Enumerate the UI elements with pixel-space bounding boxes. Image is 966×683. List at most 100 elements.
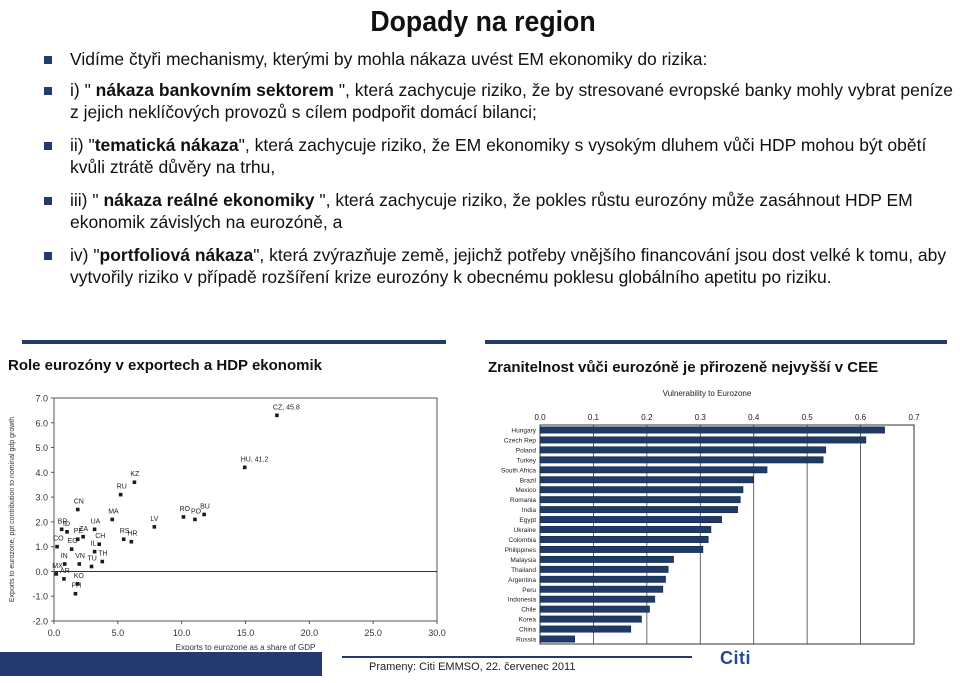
- x-tick-label: 0.0: [534, 413, 546, 422]
- right-chart-title: Zranitelnost vůči eurozóně je přirozeně …: [488, 359, 879, 376]
- x-tick-label: 0.1: [588, 413, 600, 422]
- point-label: CO: [53, 536, 64, 543]
- point-label: KO: [74, 573, 85, 580]
- x-tick-label: 0.3: [695, 413, 707, 422]
- point-label: RU: [117, 484, 127, 491]
- y-tick-label: 2.0: [35, 517, 48, 527]
- bullet-text: ", která zachycuje riziko, že pokles růs…: [70, 190, 913, 232]
- point-label: BR: [58, 518, 68, 525]
- bar: [539, 446, 827, 454]
- point-label: CZ, 45.8: [273, 404, 300, 411]
- category-label: Ukraine: [514, 527, 537, 534]
- point-label: ZA: [79, 526, 88, 533]
- point-label: EG: [68, 538, 78, 545]
- footer-bar: [0, 652, 322, 676]
- point-label: MX: [52, 563, 63, 570]
- bullet-item: iv) "portfoliová nákaza", která zvýrazňu…: [44, 244, 960, 288]
- bullet-text: iii) ": [70, 190, 104, 210]
- bar: [539, 595, 656, 603]
- data-point: [54, 572, 59, 576]
- bar: [539, 496, 741, 504]
- slide-title: Dopady na region: [370, 6, 596, 38]
- data-point: [132, 480, 137, 485]
- bar: [539, 536, 709, 543]
- point-label: UA: [91, 518, 101, 525]
- point-label: HU, 41.2: [241, 456, 269, 463]
- point-label: BU: [200, 503, 210, 510]
- data-point: [121, 537, 126, 542]
- scatter-chart: -2.0 -1.0 0.0 1.0 2.0 3.0 4.0 5.0 6.0 7.0 0.0 5.0 10…: [9, 394, 446, 651]
- footer-line: [342, 656, 692, 658]
- data-point: [62, 577, 66, 581]
- bullet-bold-term: tematická nákaza: [94, 135, 239, 155]
- point-label: PH: [71, 583, 81, 590]
- x-tick-label: 15.0: [237, 628, 255, 638]
- category-label: Poland: [516, 447, 537, 454]
- category-label: Peru: [522, 587, 536, 594]
- left-chart-title: Role eurozóny v exportech a HDP ekonomik: [8, 357, 322, 374]
- category-label: Chile: [521, 607, 536, 614]
- y-tick-label: -2.0: [32, 617, 48, 627]
- y-tick-label: 6.0: [35, 418, 48, 428]
- bar: [539, 426, 885, 434]
- bar: [539, 516, 722, 524]
- category-label: Brazil: [520, 477, 537, 484]
- data-point: [81, 534, 85, 539]
- bullet-text: ", která zachycuje riziko, že by stresov…: [70, 80, 953, 122]
- data-point: [202, 512, 206, 517]
- bullet-text: ii) ": [70, 135, 95, 155]
- x-tick-label: 25.0: [364, 628, 382, 638]
- bullet-text: ", která zvýrazňuje země, jejichž potřeb…: [70, 245, 947, 287]
- y-tick-label: -1.0: [32, 592, 48, 602]
- point-label: VN: [75, 553, 85, 560]
- x-tick-label: 0.7: [908, 413, 920, 422]
- data-point: [152, 525, 157, 529]
- bar: [539, 565, 669, 573]
- data-point: [55, 544, 59, 549]
- bar-chart: Vulnerability to Eurozone 0.0 0.1 0.2 0.3 0.4…: [501, 389, 920, 645]
- bullet-item: Vidíme čtyři mechanismy, kterými by mohl…: [44, 48, 960, 70]
- x-tick-label: 0.6: [855, 413, 867, 422]
- data-point: [75, 537, 80, 542]
- point-label: CH: [95, 533, 105, 540]
- bar: [539, 466, 768, 474]
- data-point: [59, 527, 64, 532]
- y-tick-label: 3.0: [35, 493, 48, 503]
- x-tick-label: 5.0: [112, 628, 125, 638]
- bar: [539, 585, 664, 593]
- point-label: KZ: [130, 471, 140, 478]
- bullet-item: iii) " nákaza reálné ekonomiky ", která …: [44, 189, 960, 233]
- point-label: MA: [108, 508, 119, 515]
- bullet-item: i) " nákaza bankovním sektorem ", která …: [44, 79, 960, 123]
- category-label: Indonesia: [508, 597, 537, 604]
- data-point: [77, 562, 82, 566]
- source-note: Prameny: Citi EMMSO, 22. červenec 2011: [369, 661, 576, 673]
- category-label: Romania: [510, 497, 536, 504]
- y-tick-label: 1.0: [35, 542, 48, 552]
- divider-left: [22, 340, 446, 344]
- data-point: [129, 539, 134, 544]
- data-point: [97, 542, 101, 546]
- bar: [539, 476, 754, 484]
- bullet-text: ", která zachycuje riziko, že EM ekonomi…: [70, 135, 927, 177]
- data-point: [92, 527, 97, 532]
- data-point: [118, 492, 123, 497]
- x-axis-label: Exports to eurozone as a share of GDP: [176, 643, 316, 650]
- bar: [539, 506, 738, 514]
- data-point: [92, 549, 97, 554]
- x-tick-label: 0.4: [748, 413, 760, 422]
- bar: [539, 436, 867, 444]
- point-label: RS: [120, 528, 130, 535]
- bullet-bold-term: portfoliová nákaza: [99, 245, 254, 265]
- bullet-list: Vidíme čtyři mechanismy, kterými by mohl…: [44, 48, 960, 299]
- category-label: Korea: [519, 617, 537, 624]
- point-label: TU: [88, 555, 97, 562]
- category-label: Hungary: [511, 427, 536, 434]
- point-label: RO: [179, 506, 190, 513]
- x-tick-label: 20.0: [301, 628, 319, 638]
- bar: [539, 635, 575, 643]
- category-label: Colombia: [509, 537, 537, 544]
- point-label: IL: [91, 541, 97, 548]
- category-label: Thailand: [511, 567, 536, 574]
- y-axis-label: Exports to eurozone, ppt contribution to…: [9, 417, 16, 602]
